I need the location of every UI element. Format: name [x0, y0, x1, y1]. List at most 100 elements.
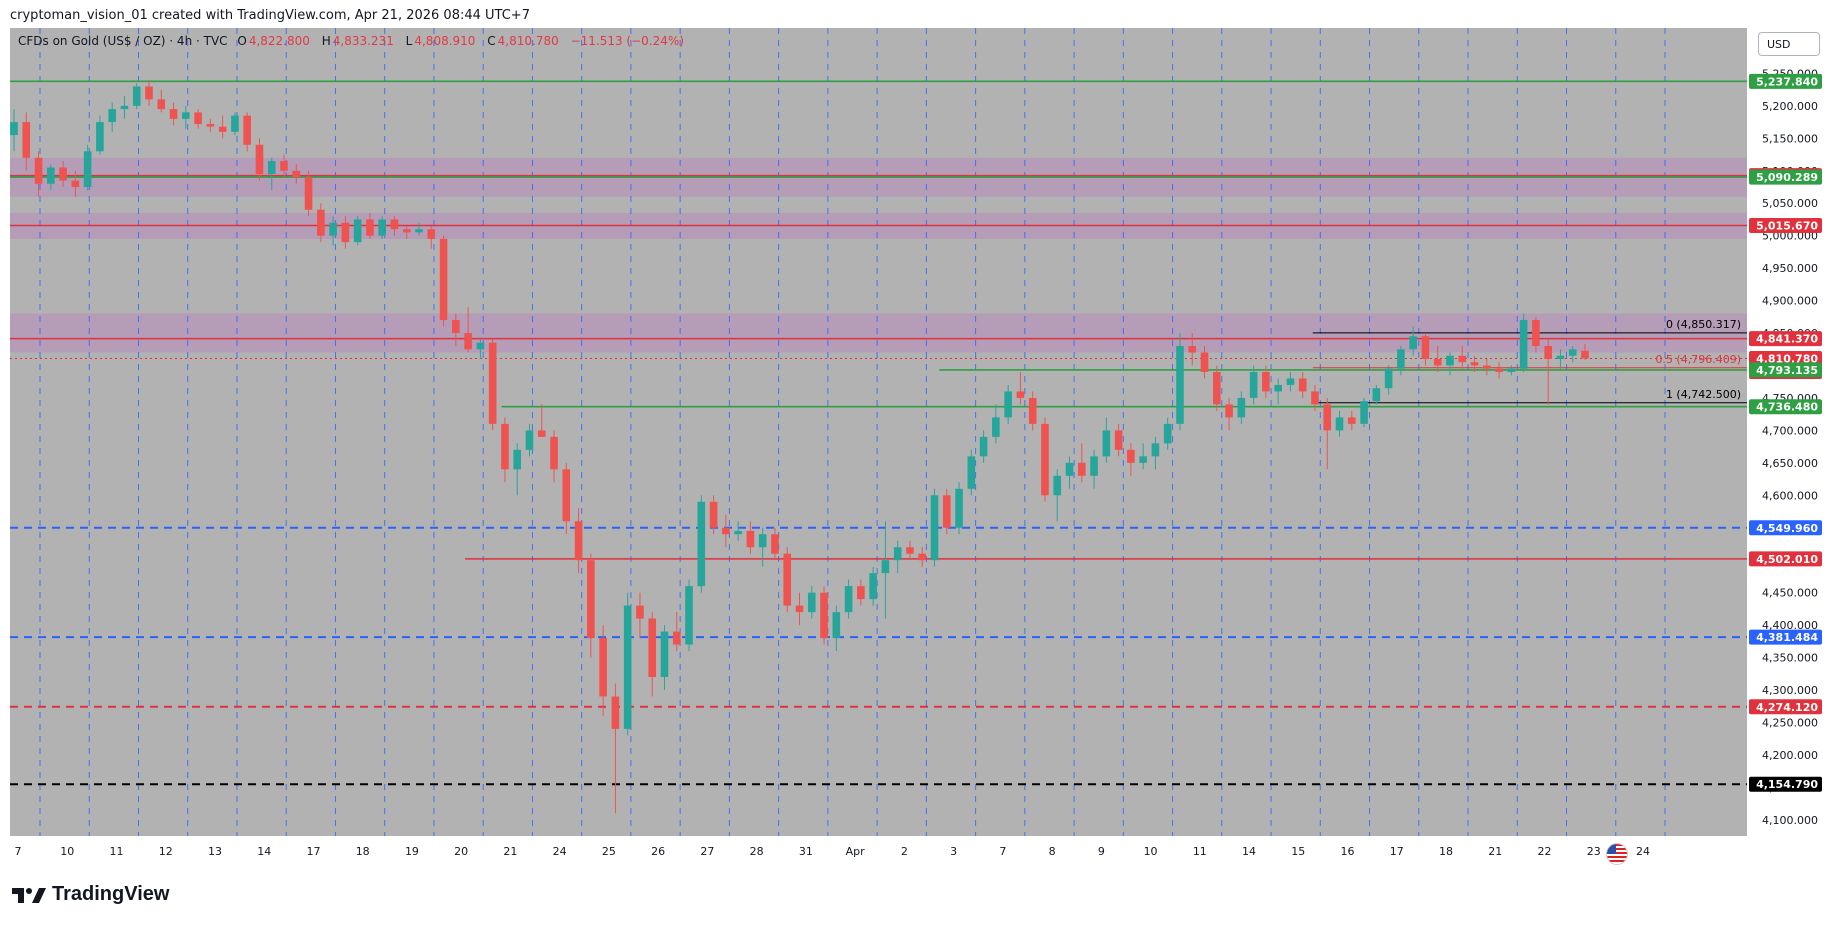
y-tick-label: 4,650.000: [1762, 457, 1818, 470]
candle-body: [157, 99, 166, 110]
candle-body: [329, 222, 337, 236]
candle-body: [59, 167, 67, 181]
candle-body: [1360, 401, 1368, 424]
price-tag-box: [1749, 551, 1822, 567]
candle-body: [906, 547, 914, 554]
x-tick-label: 17: [306, 845, 320, 858]
candle-body: [231, 115, 239, 132]
candle-body: [1532, 320, 1540, 347]
x-tick-label: 14: [257, 845, 271, 858]
candle-body: [1225, 404, 1233, 418]
candle-body: [709, 501, 718, 528]
high-value: 4,833.231: [332, 34, 394, 48]
candle-body: [550, 436, 558, 470]
candle-body: [734, 530, 742, 535]
price-tag-label: 4,793.135: [1756, 364, 1818, 377]
candle-body: [1041, 423, 1049, 496]
candle-body: [427, 229, 436, 239]
candle-body: [979, 436, 988, 457]
x-tick-label: 24: [1636, 845, 1650, 858]
candle-body: [501, 423, 509, 470]
open-value: 4,822.800: [248, 34, 310, 48]
price-tag-label: 4,810.780: [1756, 352, 1818, 365]
candle-body: [10, 122, 18, 136]
chart-area[interactable]: 0 (4,850.317) 0.5 (4,796.409) 1 (4,742.500…: [10, 28, 1824, 866]
candle-body: [182, 112, 190, 119]
candle-body: [783, 553, 792, 606]
candle-body: [1065, 462, 1074, 476]
x-tick-label: 11: [1193, 845, 1207, 858]
candle-body: [476, 342, 485, 350]
candle-body: [120, 105, 129, 110]
candle-body: [1249, 371, 1258, 398]
candle-body: [292, 170, 301, 178]
candle-body: [1016, 391, 1025, 398]
x-tick-label: 23: [1587, 845, 1601, 858]
vertical-session-lines: [39, 28, 1666, 836]
y-tick-label: 4,400.000: [1762, 619, 1818, 632]
price-tag-box: [1749, 399, 1822, 415]
candle-body: [1151, 443, 1160, 457]
candle-body: [623, 605, 632, 729]
candle-body: [918, 553, 927, 561]
x-tick-label: 11: [109, 845, 123, 858]
candle-body: [893, 547, 902, 561]
candle-body: [1212, 371, 1221, 405]
y-tick-label: 4,300.000: [1762, 684, 1818, 697]
price-tag-label: 4,381.484: [1756, 631, 1818, 644]
x-tick-label: 14: [1242, 845, 1256, 858]
candle-body: [353, 219, 362, 243]
fib-level-label: 1 (4,742.500): [1666, 388, 1741, 401]
price-tag-box: [1749, 776, 1822, 792]
price-tag-label: 4,154.790: [1756, 778, 1818, 791]
symbol-name: CFDs on Gold (US$ / OZ) · 4h · TVC: [18, 34, 228, 48]
candle-body: [488, 342, 497, 424]
price-tag-box: [1749, 362, 1822, 378]
candle-body: [722, 527, 730, 535]
close-value: 4,810.780: [497, 34, 559, 48]
price-tag-label: 4,736.480: [1756, 401, 1818, 414]
candle-body: [439, 238, 448, 321]
price-tags: 5,237.8405,092.5405,090.2895,015.6704,84…: [1749, 73, 1822, 792]
tradingview-logo[interactable]: TradingView: [12, 883, 169, 906]
price-tag-box: [1749, 169, 1822, 185]
y-tick-label: 4,450.000: [1762, 587, 1818, 600]
candle-body: [771, 534, 779, 554]
currency-button[interactable]: USD: [1758, 32, 1820, 56]
candle-body: [169, 109, 178, 119]
candle-body: [1188, 346, 1197, 353]
candle-body: [1568, 349, 1577, 356]
x-tick-label: 20: [454, 845, 468, 858]
candle-body: [1004, 391, 1012, 418]
time-axis-background: [10, 836, 1824, 866]
candle-body: [415, 229, 423, 233]
y-tick-label: 4,250.000: [1762, 716, 1818, 729]
candle-body: [758, 534, 767, 548]
candle-body: [660, 631, 669, 677]
candle-body: [218, 126, 227, 132]
x-tick-label: 10: [1144, 845, 1158, 858]
candle-body: [341, 222, 350, 243]
candlestick-chart[interactable]: 0 (4,850.317) 0.5 (4,796.409) 1 (4,742.500…: [10, 28, 1824, 866]
candle-body: [243, 115, 252, 145]
x-tick-label: 12: [159, 845, 173, 858]
candle-body: [697, 501, 706, 587]
candle-body: [672, 631, 681, 645]
candle-body: [844, 586, 853, 613]
chart-caption: cryptoman_vision_01 created with Trading…: [10, 8, 530, 23]
price-tag-label: 4,274.120: [1756, 701, 1818, 714]
price-tag-label: 5,015.670: [1756, 220, 1818, 233]
candle-body: [869, 573, 877, 600]
us-flag-icon[interactable]: [1606, 843, 1628, 865]
candle-body: [145, 86, 153, 100]
candle-body: [967, 456, 976, 489]
candle-body: [194, 112, 202, 125]
x-tick-label: 15: [1291, 845, 1305, 858]
candle-body: [685, 586, 693, 645]
y-tick-label: 4,200.000: [1762, 749, 1818, 762]
candle-body: [317, 209, 325, 236]
x-tick-label: 16: [1341, 845, 1355, 858]
x-tick-label: 19: [405, 845, 419, 858]
x-tick-label: 26: [651, 845, 665, 858]
x-tick-label: Apr: [846, 845, 866, 858]
